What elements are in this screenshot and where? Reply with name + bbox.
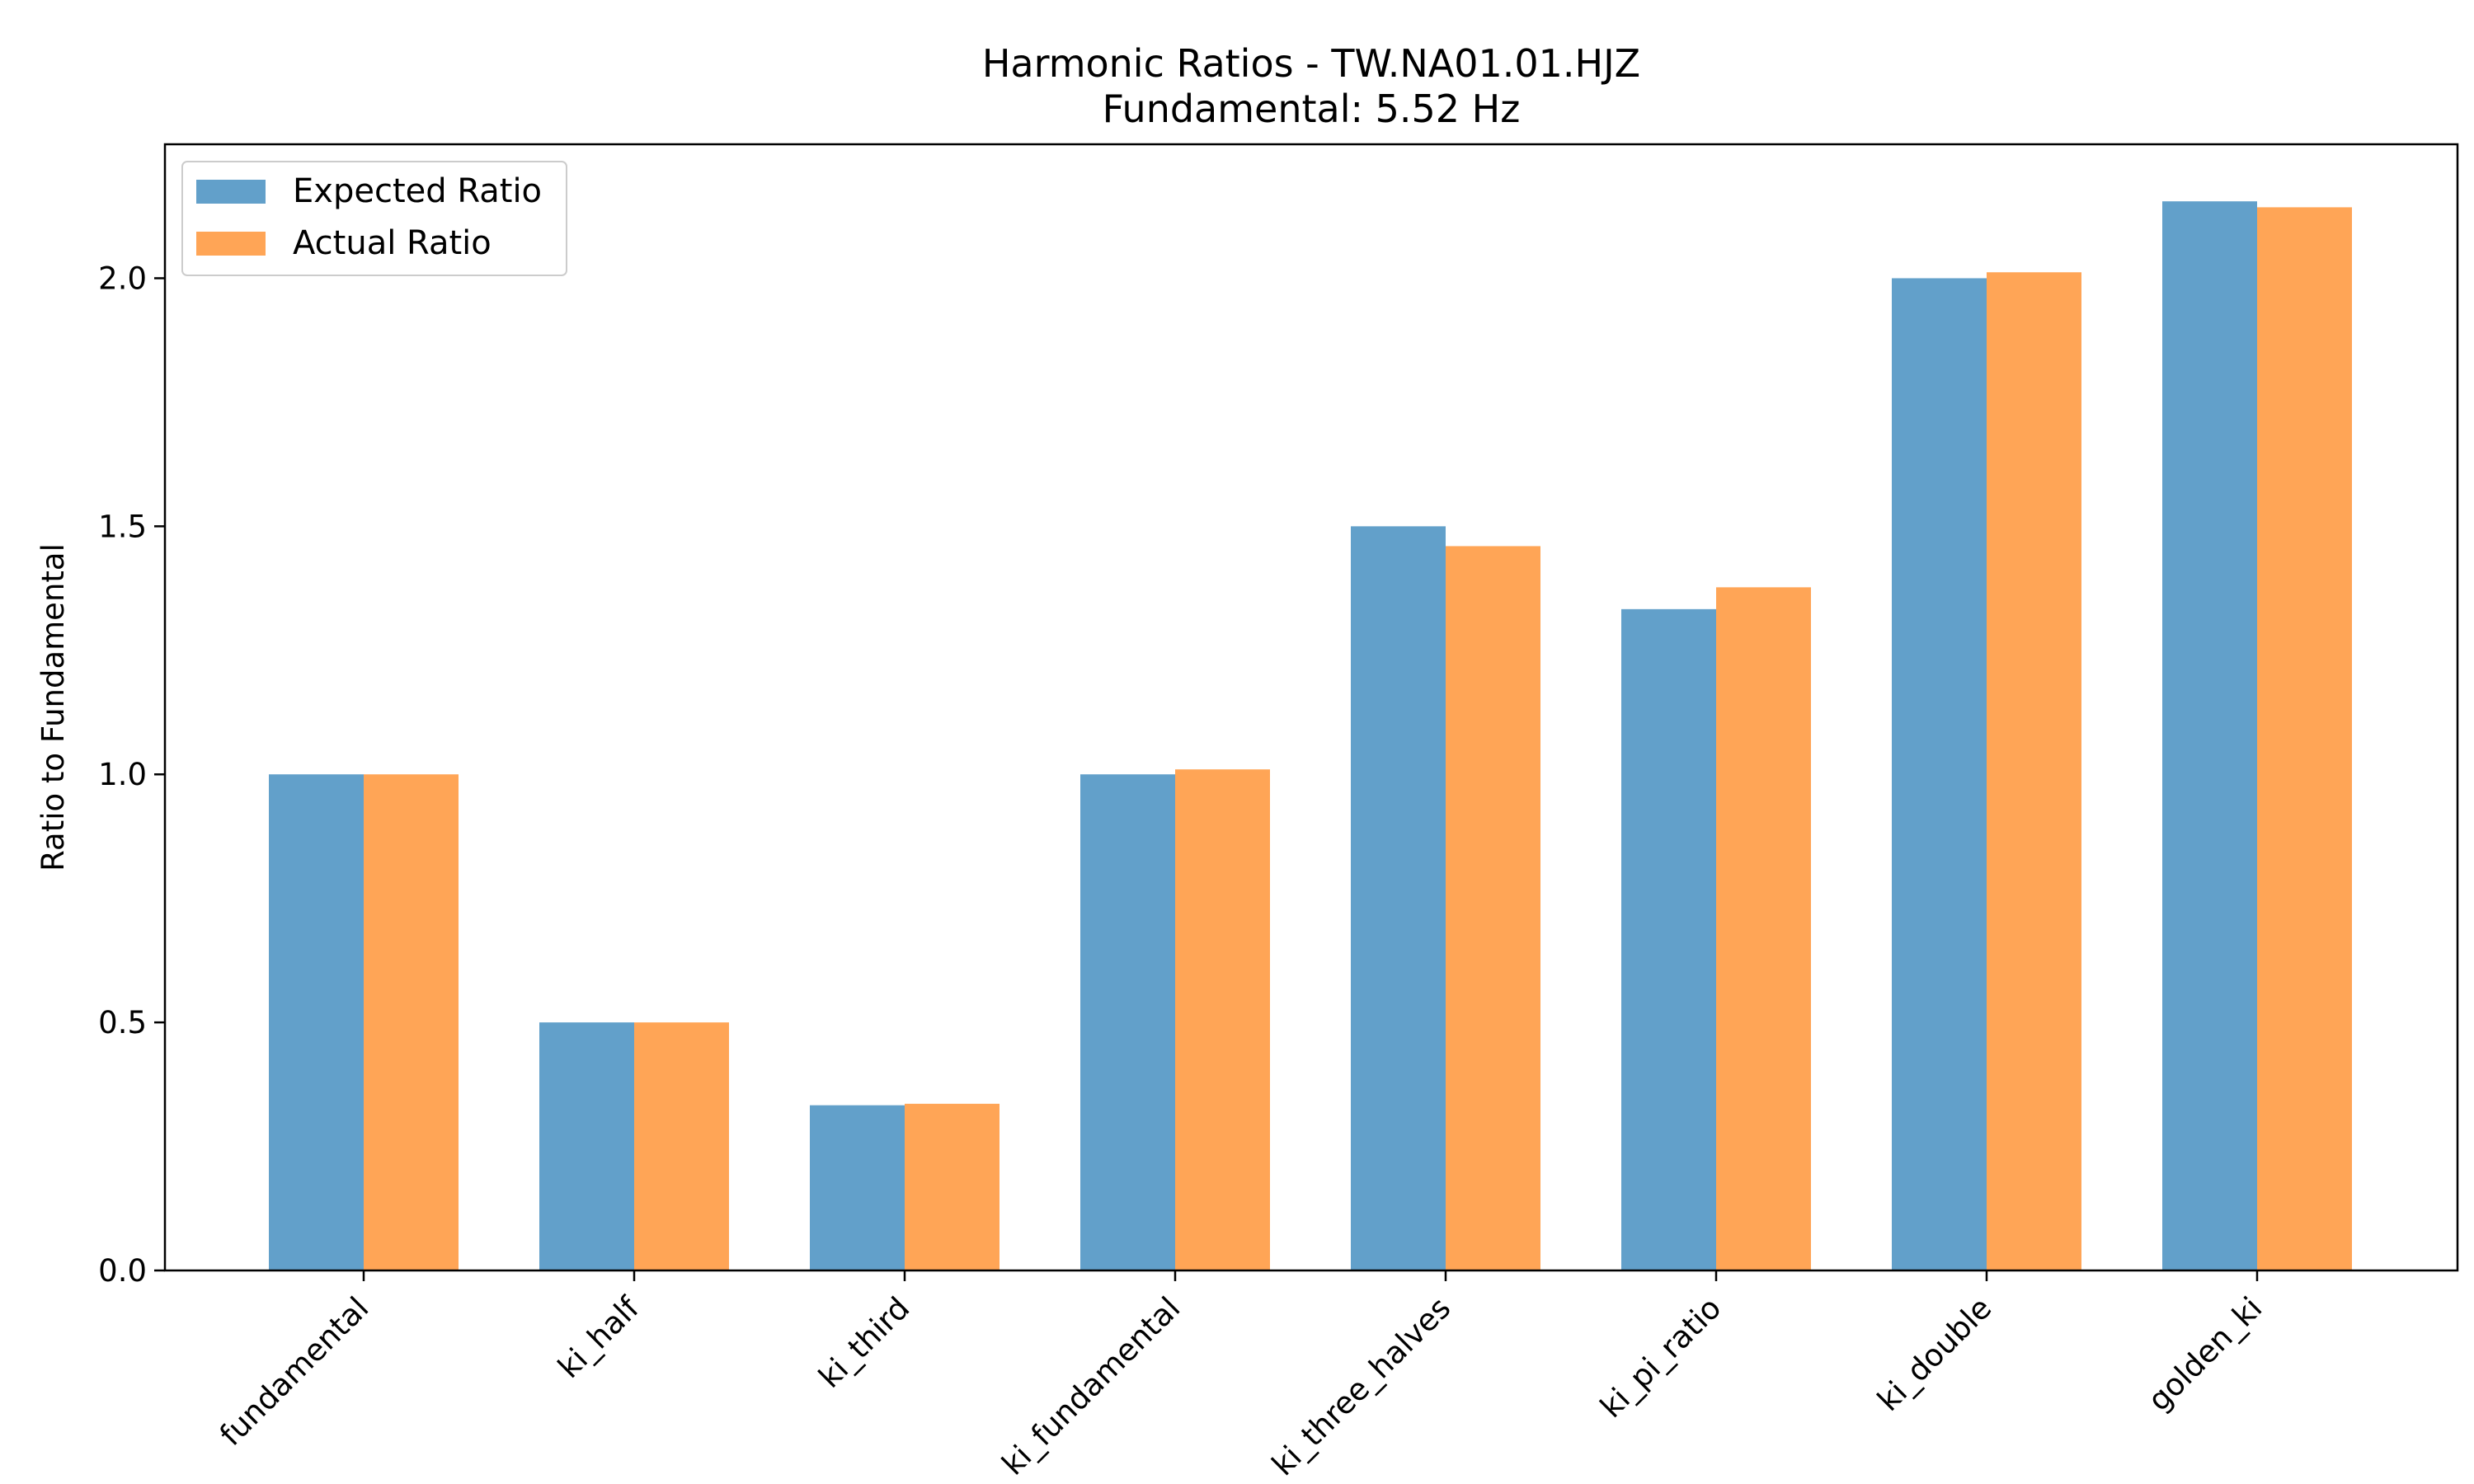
bar-expected-ratio-ki-pi-ratio <box>1621 608 1716 1270</box>
bar-actual-ratio-ki-fundamental <box>1175 769 1270 1270</box>
bar-expected-ratio-ki-three-halves <box>1351 526 1446 1270</box>
bar-group <box>269 201 2352 1270</box>
y-tick-label: 0.5 <box>98 1005 147 1040</box>
bar-actual-ratio-fundamental <box>364 774 459 1270</box>
bar-actual-ratio-ki-third <box>905 1103 999 1270</box>
bar-actual-ratio-golden-ki <box>2257 207 2352 1270</box>
bar-actual-ratio-ki-double <box>1987 272 2081 1270</box>
y-tick-label: 1.5 <box>98 509 147 544</box>
y-tick-label: 2.0 <box>98 261 147 296</box>
bar-expected-ratio-ki-third <box>810 1105 905 1270</box>
plot-frame <box>163 143 2459 1272</box>
y-axis-label: Ratio to Fundamental <box>35 543 71 871</box>
bar-actual-ratio-ki-three-halves <box>1446 546 1540 1270</box>
legend-frame <box>181 161 567 276</box>
bar-actual-ratio-ki-half <box>634 1022 729 1270</box>
bar-expected-ratio-golden-ki <box>2162 201 2257 1270</box>
chart-subtitle: Fundamental: 5.52 Hz <box>1103 87 1521 131</box>
bar-expected-ratio-ki-fundamental <box>1080 774 1175 1270</box>
legend-label-actual-ratio: Actual Ratio <box>293 224 492 262</box>
legend: Expected Ratio Actual Ratio <box>181 161 567 276</box>
bar-expected-ratio-ki-double <box>1892 278 1987 1270</box>
legend-swatch-expected-ratio <box>196 180 266 204</box>
chart-title: Harmonic Ratios - TW.NA01.01.HJZ <box>982 41 1640 86</box>
bar-actual-ratio-ki-pi-ratio <box>1716 587 1811 1270</box>
y-axis: 0.0 0.5 1.0 1.5 2.0 <box>98 261 165 1289</box>
y-tick-label: 0.0 <box>98 1253 147 1289</box>
y-tick-label: 1.0 <box>98 757 147 792</box>
legend-swatch-actual-ratio <box>196 232 266 256</box>
bar-expected-ratio-fundamental <box>269 774 364 1270</box>
legend-label-expected-ratio: Expected Ratio <box>293 172 542 210</box>
bar-expected-ratio-ki-half <box>539 1022 634 1270</box>
